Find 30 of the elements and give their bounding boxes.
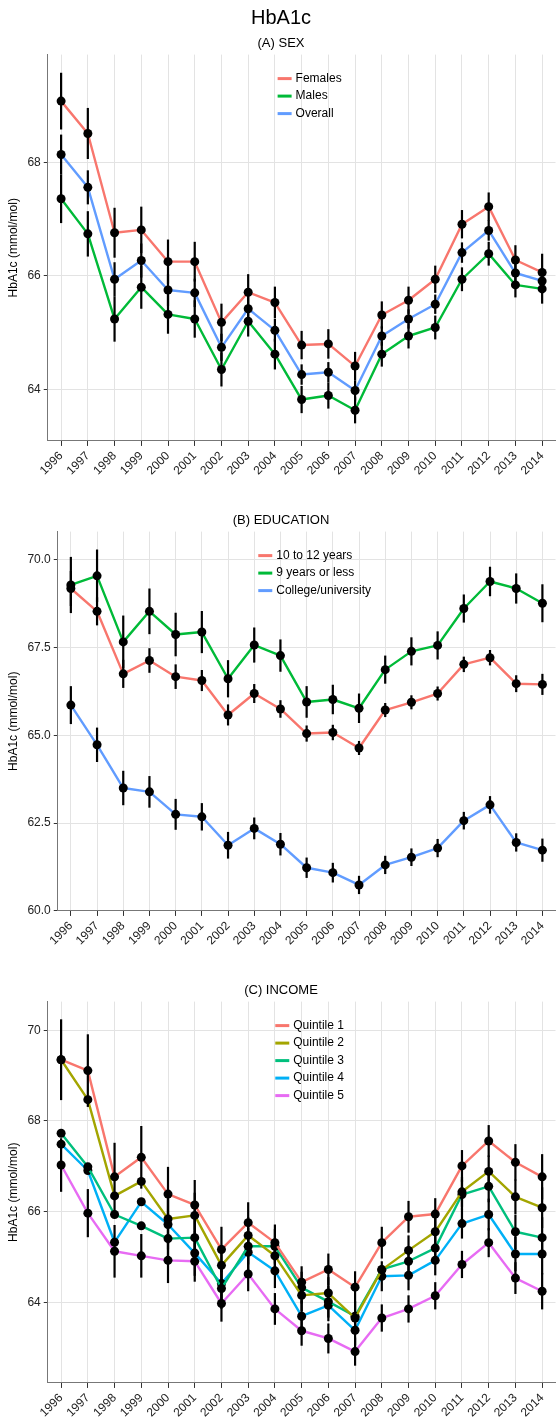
y-axis-title: HbA1c (mmol/mol) — [5, 671, 20, 771]
chart-subtitle: (A) SEX — [257, 35, 305, 51]
y-tick-label: 64 — [27, 1294, 42, 1309]
legend-label: College/university — [276, 582, 371, 597]
y-axis-title: HbA1c (mmol/mol) — [5, 198, 20, 298]
y-tick-label: 70.0 — [27, 552, 52, 567]
chart-title: (C) INCOME — [244, 982, 319, 998]
y-tick-label: 64 — [27, 381, 42, 396]
legend-label: Quintile 3 — [293, 1052, 345, 1067]
y-tick-label: 66 — [27, 268, 42, 283]
y-tick-label: 70 — [27, 1022, 42, 1037]
y-tick-label: 68 — [27, 154, 42, 169]
legend-label: Overall — [295, 105, 334, 120]
legend-label: Quintile 5 — [293, 1087, 345, 1102]
legend-label: 10 to 12 years — [276, 547, 353, 562]
y-tick-label: 62.5 — [27, 815, 52, 830]
y-axis-title: HbA1c (mmol/mol) — [5, 1142, 20, 1242]
legend-label: Quintile 4 — [293, 1070, 345, 1085]
y-tick-label: 66 — [27, 1204, 42, 1219]
legend-label: Females — [295, 70, 342, 85]
legend-label: Quintile 2 — [293, 1035, 345, 1050]
y-tick-label: 68 — [27, 1113, 42, 1128]
y-tick-label: 65.0 — [27, 727, 52, 742]
legend-label: 9 years or less — [276, 565, 355, 580]
legend-label: Males — [295, 88, 328, 103]
y-tick-label: 60.0 — [27, 903, 52, 918]
chart-title: HbA1c — [250, 5, 312, 28]
y-tick-label: 67.5 — [27, 639, 52, 654]
chart-title: (B) EDUCATION — [232, 512, 330, 528]
legend-label: Quintile 1 — [293, 1017, 345, 1032]
